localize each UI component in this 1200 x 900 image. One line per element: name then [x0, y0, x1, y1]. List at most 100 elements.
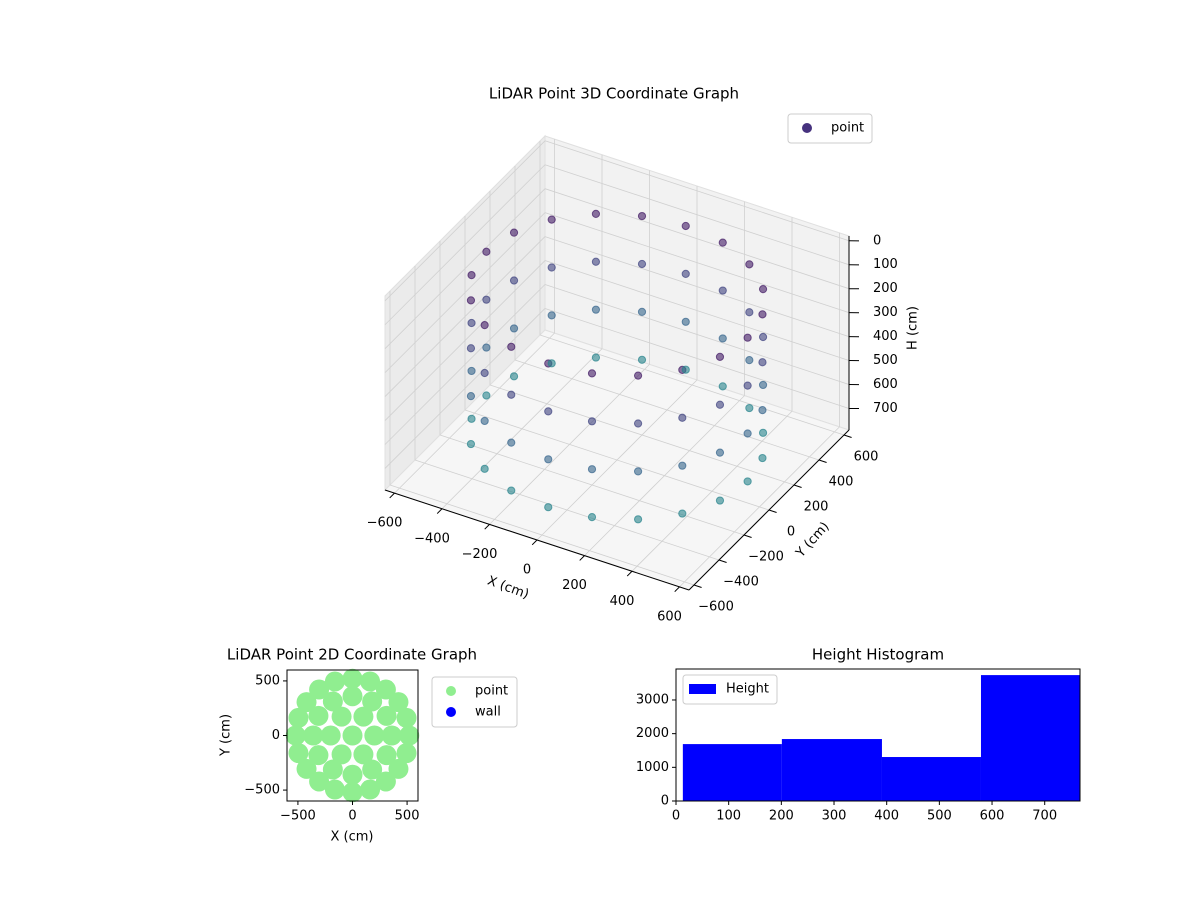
grid-line	[384, 308, 546, 469]
point	[396, 707, 417, 728]
point	[678, 413, 687, 422]
z-tick-label: 0	[873, 233, 881, 248]
grid-line	[544, 308, 850, 409]
point	[507, 390, 516, 399]
x-tick-label: −500	[280, 809, 316, 824]
point	[715, 352, 725, 361]
point	[482, 247, 491, 256]
x-tick	[674, 586, 680, 593]
point	[364, 725, 385, 746]
z-tick-label: 500	[873, 353, 898, 368]
point	[587, 417, 597, 426]
legend-marker	[802, 123, 812, 133]
y-tick-label: 200	[804, 500, 829, 515]
y-tick-label: 1000	[636, 760, 669, 775]
y-tick	[793, 484, 802, 488]
point	[678, 461, 687, 470]
grid-line	[384, 140, 546, 302]
point	[633, 371, 643, 380]
z-axis-label: H (cm)	[906, 306, 921, 350]
point	[758, 358, 767, 367]
point	[376, 745, 397, 766]
z-tick-label: 600	[873, 377, 898, 392]
grid-line	[544, 236, 850, 337]
point	[331, 706, 352, 727]
legend-label: point	[475, 684, 508, 699]
x-tick-label: 600	[657, 609, 682, 624]
point	[396, 743, 417, 764]
x-tick	[579, 555, 585, 561]
x-tick-label: 300	[822, 809, 847, 824]
point	[509, 324, 519, 333]
x-tick-label: 200	[769, 809, 794, 824]
y-tick-label: 0	[787, 525, 795, 540]
point	[758, 380, 768, 390]
x-tick-label: 0	[672, 809, 680, 824]
point	[309, 771, 330, 792]
x-tick	[626, 570, 633, 577]
chart-title: Height Histogram	[812, 646, 944, 664]
point	[399, 725, 420, 746]
point	[633, 515, 643, 524]
point	[342, 725, 363, 746]
point	[587, 513, 597, 522]
point	[381, 725, 402, 746]
point	[758, 310, 767, 319]
point	[466, 439, 476, 449]
x-tick-label: −600	[367, 516, 403, 531]
z-tick-label: 200	[873, 281, 898, 296]
point	[360, 671, 381, 692]
point	[509, 372, 519, 381]
point	[507, 486, 516, 495]
x-tick-label: 500	[927, 809, 952, 824]
point	[331, 744, 352, 765]
point	[324, 779, 345, 800]
x-tick-label: 400	[610, 594, 635, 609]
point	[743, 381, 752, 390]
chart-title: LiDAR Point 2D Coordinate Graph	[227, 646, 477, 664]
grid-line	[544, 188, 850, 290]
y-tick	[743, 534, 752, 538]
point	[480, 416, 489, 426]
point	[547, 215, 556, 224]
point	[681, 317, 690, 326]
point	[715, 496, 725, 505]
point	[758, 332, 768, 342]
x-tick-label: 0	[523, 563, 531, 578]
bar	[682, 744, 782, 801]
legend-marker	[446, 686, 456, 696]
point	[466, 344, 476, 353]
x-tick-label: 500	[395, 809, 420, 824]
point	[637, 211, 647, 221]
x-tick	[531, 539, 538, 546]
y-tick-label: −200	[748, 550, 784, 565]
point	[547, 359, 556, 368]
y-tick	[843, 434, 852, 438]
point	[388, 758, 409, 779]
grid-line	[544, 260, 850, 361]
legend-label: wall	[475, 705, 501, 720]
point	[509, 228, 519, 237]
y-tick	[768, 509, 777, 513]
point	[745, 260, 754, 269]
point	[480, 321, 489, 330]
point	[745, 308, 754, 317]
point	[322, 691, 343, 712]
point	[362, 691, 383, 712]
y-tick	[693, 584, 702, 588]
x-tick	[484, 524, 490, 530]
grid-line	[384, 260, 546, 421]
point	[509, 276, 519, 285]
plot-frame	[675, 668, 1081, 802]
y-tick-label: 0	[661, 794, 669, 809]
point	[587, 465, 597, 474]
y-axis-label: Y (cm)	[219, 714, 234, 757]
point	[342, 668, 363, 689]
point	[324, 671, 345, 692]
point	[342, 686, 363, 707]
point	[718, 238, 727, 247]
point	[466, 392, 476, 401]
point	[482, 391, 491, 400]
x-tick	[436, 508, 443, 514]
y-tick-label: 500	[255, 673, 280, 688]
